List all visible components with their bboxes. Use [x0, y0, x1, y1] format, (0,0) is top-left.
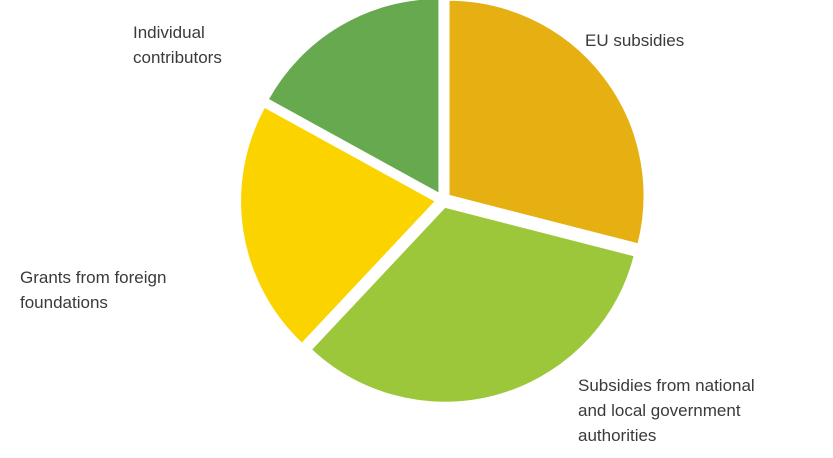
slice-label-individual-contributors: Individual contributors	[133, 20, 222, 70]
slice-label-line: Individual	[133, 23, 205, 42]
slice-label-line: EU subsidies	[585, 31, 685, 50]
pie-slice-individual-contributors	[266, 0, 441, 196]
slice-label-line: Subsidies from national	[578, 376, 755, 395]
slice-label-eu-subsidies: EU subsidies	[585, 28, 684, 53]
pie-slice-foreign-foundation-grants	[239, 105, 438, 346]
slice-label-line: and local government	[578, 401, 741, 420]
slice-label-foreign-foundation-grants: Grants from foreign foundations	[20, 265, 166, 315]
slice-label-line: contributors	[133, 48, 222, 67]
slice-label-line: foundations	[20, 293, 108, 312]
pie-slice-eu-subsidies	[447, 0, 646, 246]
pie-slice-national-local-government-subsidies	[309, 205, 637, 404]
slice-label-line: authorities	[578, 426, 657, 445]
slice-label-line: Grants from foreign	[20, 268, 167, 287]
slice-label-national-local-government-subsidies: Subsidies from national and local govern…	[578, 373, 755, 448]
